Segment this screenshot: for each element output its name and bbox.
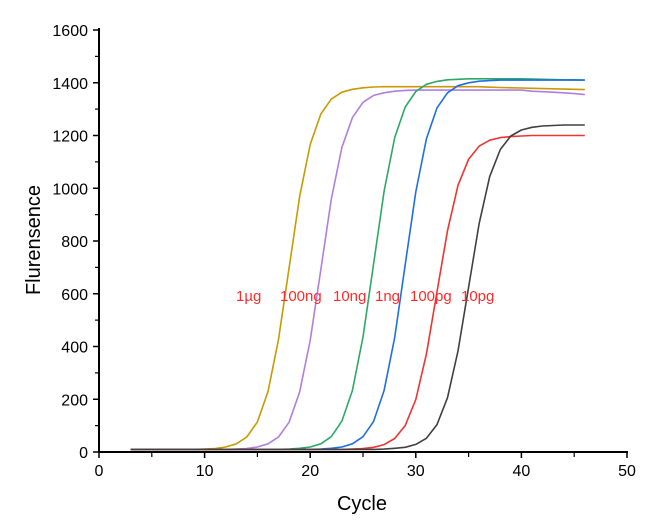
series-line-5: [130, 124, 585, 451]
x-tick-label: 10: [196, 463, 214, 480]
annotation-layer: 1µg 100ng 10ng 1ng 100pg 10pg: [236, 288, 494, 305]
x-tick-label: 30: [407, 463, 425, 480]
y-tick-label: 800: [61, 234, 88, 251]
y-axis-title: Flurensence: [23, 185, 45, 295]
y-tick-label: 1200: [52, 129, 88, 146]
annotation-label: 100pg: [410, 288, 452, 305]
y-tick-label: 400: [61, 340, 88, 357]
series-line-1: [130, 89, 585, 451]
y-tick-label: 1000: [52, 181, 88, 198]
x-tick-label: 0: [95, 463, 104, 480]
series-line-0: [130, 85, 585, 451]
x-tick-label: 50: [618, 463, 636, 480]
annotation-label: 1ng: [375, 288, 400, 305]
series-layer: [130, 78, 585, 451]
annotation-label: 100ng: [280, 288, 322, 305]
annotation-label: 10ng: [333, 288, 366, 305]
x-tick-label: 40: [513, 463, 531, 480]
ticks-layer: 0 200 400 600 800 1000 1200 1400 1600 0 10 20 30 40 50: [52, 23, 636, 480]
annotation-label: 10pg: [461, 288, 494, 305]
y-tick-label: 0: [79, 445, 88, 462]
x-tick-label: 20: [301, 463, 319, 480]
y-tick-label: 1400: [52, 76, 88, 93]
annotation-label: 1µg: [236, 288, 261, 305]
y-tick-label: 1600: [52, 23, 88, 40]
series-line-2: [130, 78, 585, 451]
x-axis-title: Cycle: [337, 493, 387, 515]
y-tick-label: 600: [61, 287, 88, 304]
y-tick-label: 200: [61, 392, 88, 409]
